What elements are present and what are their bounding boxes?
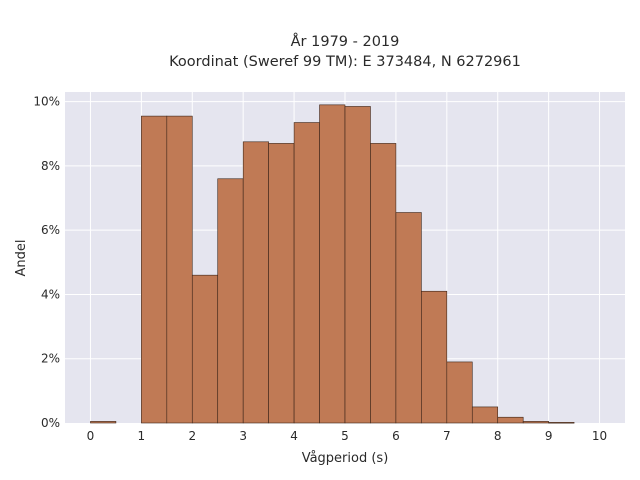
x-tick-label-9: 9 <box>545 429 553 443</box>
bar-4.5 <box>319 104 346 424</box>
bar-8 <box>497 416 524 424</box>
bar-0 <box>90 421 117 424</box>
bar-9 <box>548 422 575 424</box>
bar-6 <box>395 212 422 424</box>
bar-8.5 <box>522 421 549 424</box>
bar-4 <box>293 122 320 424</box>
x-tick-label-7: 7 <box>443 429 451 443</box>
chart-title-line-2: Koordinat (Sweref 99 TM): E 373484, N 62… <box>169 54 521 70</box>
y-tick-label-6: 6% <box>41 223 60 237</box>
bar-1.5 <box>166 115 193 424</box>
bar-1 <box>141 115 168 424</box>
y-tick-label-2: 2% <box>41 352 60 366</box>
bar-7 <box>446 361 473 424</box>
x-tick-label-6: 6 <box>392 429 400 443</box>
bar-3.5 <box>268 143 295 424</box>
x-tick-label-2: 2 <box>188 429 196 443</box>
y-axis-ticks: 0% 2% 4% 6% 8% 10% <box>33 95 60 430</box>
x-tick-label-5: 5 <box>341 429 349 443</box>
x-tick-label-3: 3 <box>239 429 247 443</box>
histogram-bars <box>90 104 575 424</box>
bar-2 <box>191 274 219 424</box>
x-axis-title: Vågperiod (s) <box>302 451 389 466</box>
bar-3 <box>242 141 269 424</box>
x-tick-label-8: 8 <box>494 429 502 443</box>
y-tick-label-8: 8% <box>41 159 60 173</box>
y-axis-title: Andel <box>14 240 29 277</box>
bar-5.5 <box>370 143 397 424</box>
x-tick-label-0: 0 <box>87 429 95 443</box>
bar-6.5 <box>421 290 448 424</box>
y-tick-label-0: 0% <box>41 416 60 430</box>
x-tick-label-1: 1 <box>138 429 146 443</box>
y-tick-label-10: 10% <box>33 95 60 109</box>
x-axis-ticks: 0 1 2 3 4 5 6 7 8 9 10 <box>87 429 608 443</box>
bar-2.5 <box>217 178 244 424</box>
bar-7.5 <box>471 406 499 424</box>
chart-title-line-1: År 1979 - 2019 <box>291 33 400 50</box>
bar-5 <box>344 106 371 424</box>
y-tick-label-4: 4% <box>41 287 60 301</box>
x-tick-label-4: 4 <box>290 429 298 443</box>
x-tick-label-10: 10 <box>592 429 607 443</box>
